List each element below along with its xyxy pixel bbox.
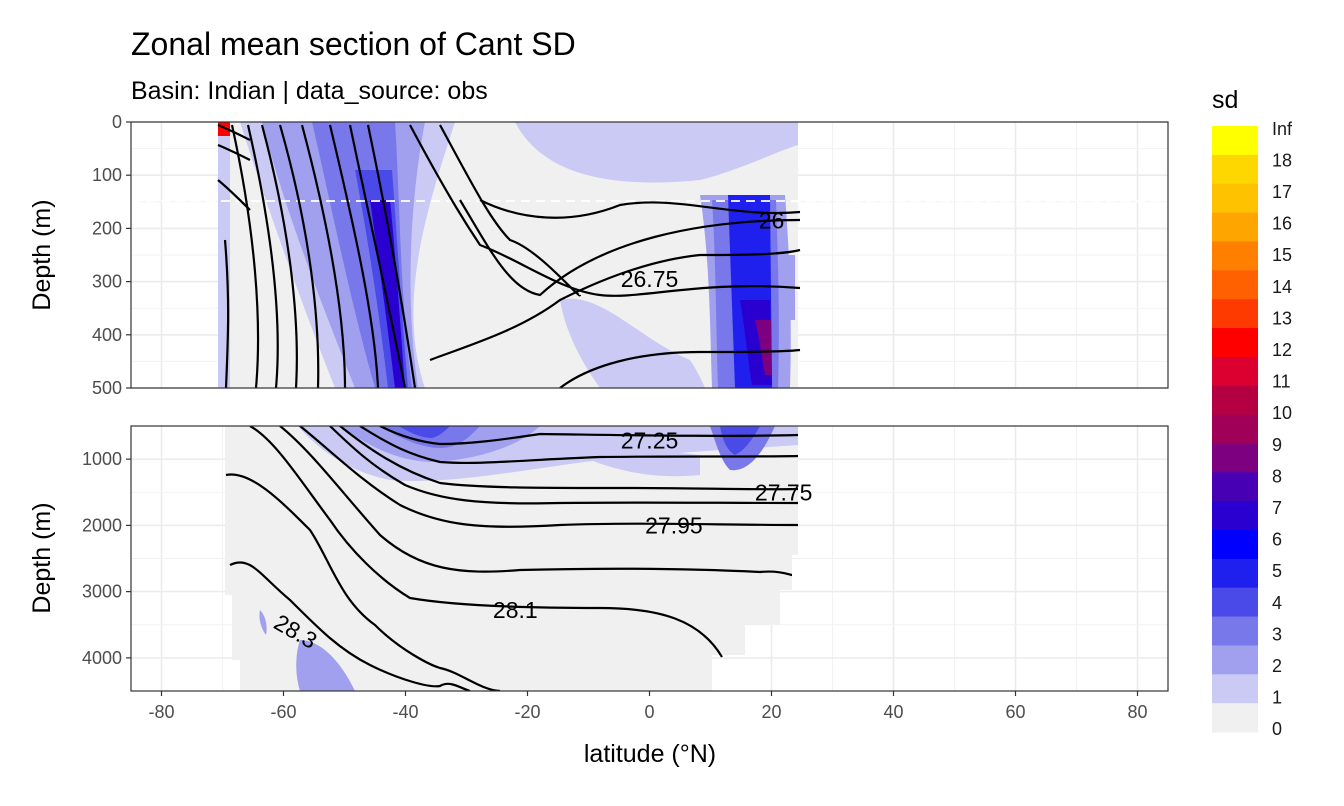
legend-label: 8	[1272, 466, 1282, 486]
chart-title: Zonal mean section of Cant SD	[131, 26, 576, 62]
field-patch	[296, 640, 355, 691]
x-tick-label: -60	[270, 702, 296, 722]
contour-lines	[217, 123, 801, 388]
contour-label: 27.75	[755, 479, 813, 505]
legend-swatch	[1212, 212, 1258, 243]
field-patch	[398, 426, 450, 438]
legend-swatch	[1212, 674, 1258, 704]
legend-label: 18	[1272, 150, 1292, 170]
contour-label: 27.25	[621, 428, 679, 454]
legend-label: 11	[1272, 372, 1291, 392]
legend-label: 10	[1272, 403, 1292, 423]
legend-swatch	[1212, 299, 1258, 329]
y-axis-title-bottom: Depth (m)	[28, 502, 56, 613]
legend-label: 12	[1272, 340, 1292, 360]
y-tick-label: 0	[112, 112, 122, 132]
x-tick-label: -40	[392, 702, 418, 722]
field-patch	[550, 440, 700, 477]
legend-label: 14	[1272, 277, 1292, 297]
legend-swatch	[1212, 472, 1258, 502]
x-axis-title: latitude (°N)	[584, 740, 716, 768]
legend-swatch	[1212, 414, 1258, 445]
legend-label: 13	[1272, 308, 1292, 328]
legend-label: 1	[1272, 688, 1282, 708]
contour-label: 27.95	[645, 512, 703, 538]
y-tick-label: 300	[92, 272, 122, 292]
y-tick-label: 200	[92, 218, 122, 238]
legend-title: sd	[1212, 86, 1238, 114]
contour-label: 26.75	[621, 266, 679, 292]
legend-colorbar	[1212, 126, 1258, 733]
legend-label: 15	[1272, 245, 1292, 265]
legend-label: 0	[1272, 719, 1282, 739]
x-tick-label: 60	[1005, 702, 1025, 722]
legend-swatch	[1212, 241, 1258, 271]
legend-label: 16	[1272, 214, 1292, 234]
legend-swatch	[1212, 645, 1258, 675]
legend-label: 17	[1272, 182, 1292, 202]
contour-label: 28.1	[493, 597, 538, 623]
legend-label: 5	[1272, 561, 1282, 581]
contour-label: 26	[759, 207, 785, 233]
y-tick-label: 2000	[82, 515, 122, 535]
y-tick-label: 3000	[82, 582, 122, 602]
field-patch	[560, 298, 705, 388]
x-tick-label: 80	[1127, 702, 1147, 722]
chart-subtitle: Basin: Indian | data_source: obs	[131, 77, 488, 105]
legend-swatch	[1212, 703, 1258, 733]
legend-swatch	[1212, 328, 1258, 358]
legend-label: 6	[1272, 530, 1282, 550]
legend-swatch	[1212, 443, 1258, 473]
legend-label: 3	[1272, 624, 1282, 644]
legend-label: 7	[1272, 498, 1282, 518]
contour-lines	[225, 426, 799, 691]
panel-bottom-field	[225, 426, 799, 691]
field-patch	[515, 122, 798, 183]
legend-swatch	[1212, 126, 1258, 156]
legend-swatch	[1212, 183, 1258, 214]
legend-label: 4	[1272, 593, 1282, 613]
legend-swatch	[1212, 270, 1258, 300]
legend-swatch	[1212, 587, 1258, 618]
legend-label: Inf	[1272, 119, 1293, 139]
x-tick-label: 40	[883, 702, 903, 722]
y-tick-label: 500	[92, 378, 122, 398]
x-tick-label: -80	[148, 702, 174, 722]
legend-swatch	[1212, 385, 1258, 416]
field-patch	[720, 426, 760, 455]
y-tick-label: 1000	[82, 449, 122, 469]
x-tick-label: 20	[761, 702, 781, 722]
legend-swatch	[1212, 154, 1258, 185]
y-tick-label: 100	[92, 165, 122, 185]
x-tick-label: 0	[644, 702, 654, 722]
legend-swatch	[1212, 616, 1258, 647]
y-tick-label: 4000	[82, 648, 122, 668]
legend-swatch	[1212, 558, 1258, 589]
x-tick-label: -20	[514, 702, 540, 722]
field-patch	[755, 320, 772, 375]
y-tick-label: 400	[92, 325, 122, 345]
legend-label: 9	[1272, 435, 1282, 455]
field-patch	[259, 610, 267, 635]
legend-swatch	[1212, 356, 1258, 387]
y-axis-title-top: Depth (m)	[28, 199, 56, 310]
field-background	[225, 426, 798, 691]
panel-top-field	[131, 122, 1168, 388]
panel-bottom	[130, 425, 1169, 692]
panel-top	[130, 121, 1169, 389]
legend-swatch	[1212, 501, 1258, 531]
legend-swatch	[1212, 530, 1258, 560]
legend-label: 2	[1272, 656, 1282, 676]
panel-top-border	[130, 121, 1169, 389]
